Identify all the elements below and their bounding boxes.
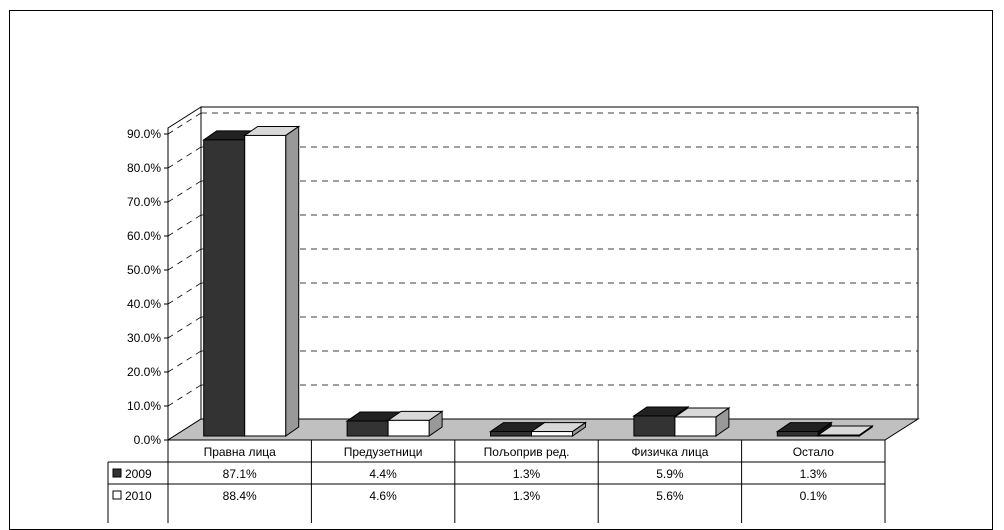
bar-2010 (674, 416, 717, 437)
data-label-2010: 88.4% (223, 489, 257, 503)
data-label-2009: 87.1% (223, 467, 257, 481)
plot-side-wall (167, 106, 202, 441)
plot-back-wall (200, 106, 919, 420)
y-tick-label: 30.0% (127, 331, 161, 345)
legend-label-2010: 2010 (125, 489, 152, 503)
category-label: Предузетници (344, 445, 423, 459)
data-label-2009: 5.9% (656, 467, 684, 481)
category-label: Пољоприв ред. (484, 445, 570, 459)
category-label: Правна лица (204, 445, 277, 459)
category-label: Физичка лица (631, 445, 708, 459)
bar-2009 (490, 431, 532, 437)
data-label-2009: 1.3% (800, 467, 828, 481)
data-label-2010: 4.6% (369, 489, 397, 503)
data-label-2010: 1.3% (513, 489, 541, 503)
data-label-2009: 1.3% (513, 467, 541, 481)
bar-2009 (776, 431, 819, 437)
y-tick-label: 50.0% (127, 263, 161, 277)
y-tick-label: 90.0% (127, 127, 161, 141)
data-label-2009: 4.4% (369, 467, 397, 481)
data-label-2010: 0.1% (800, 489, 828, 503)
category-label: Остало (793, 445, 835, 459)
bar-2009 (203, 139, 246, 437)
legend-key-2009 (112, 468, 122, 478)
y-tick-label: 20.0% (127, 365, 161, 379)
y-tick-label: 10.0% (127, 399, 161, 413)
legend-key-2010 (112, 490, 122, 500)
y-tick-label: 60.0% (127, 229, 161, 243)
y-tick-label: 70.0% (127, 195, 161, 209)
y-tick-label: 80.0% (127, 161, 161, 175)
bar-2010 (817, 434, 860, 437)
data-label-2010: 5.6% (656, 489, 684, 503)
bar-side-2010 (285, 125, 300, 437)
bar-2010 (244, 134, 287, 437)
y-tick-label: 40.0% (127, 297, 161, 311)
bar-2009 (633, 415, 676, 437)
legend-label-2009: 2009 (125, 467, 152, 481)
bar-2010 (531, 431, 573, 437)
bar-2010 (387, 419, 430, 437)
bar-2009 (346, 420, 389, 437)
y-tick-label: 0.0% (134, 433, 162, 447)
